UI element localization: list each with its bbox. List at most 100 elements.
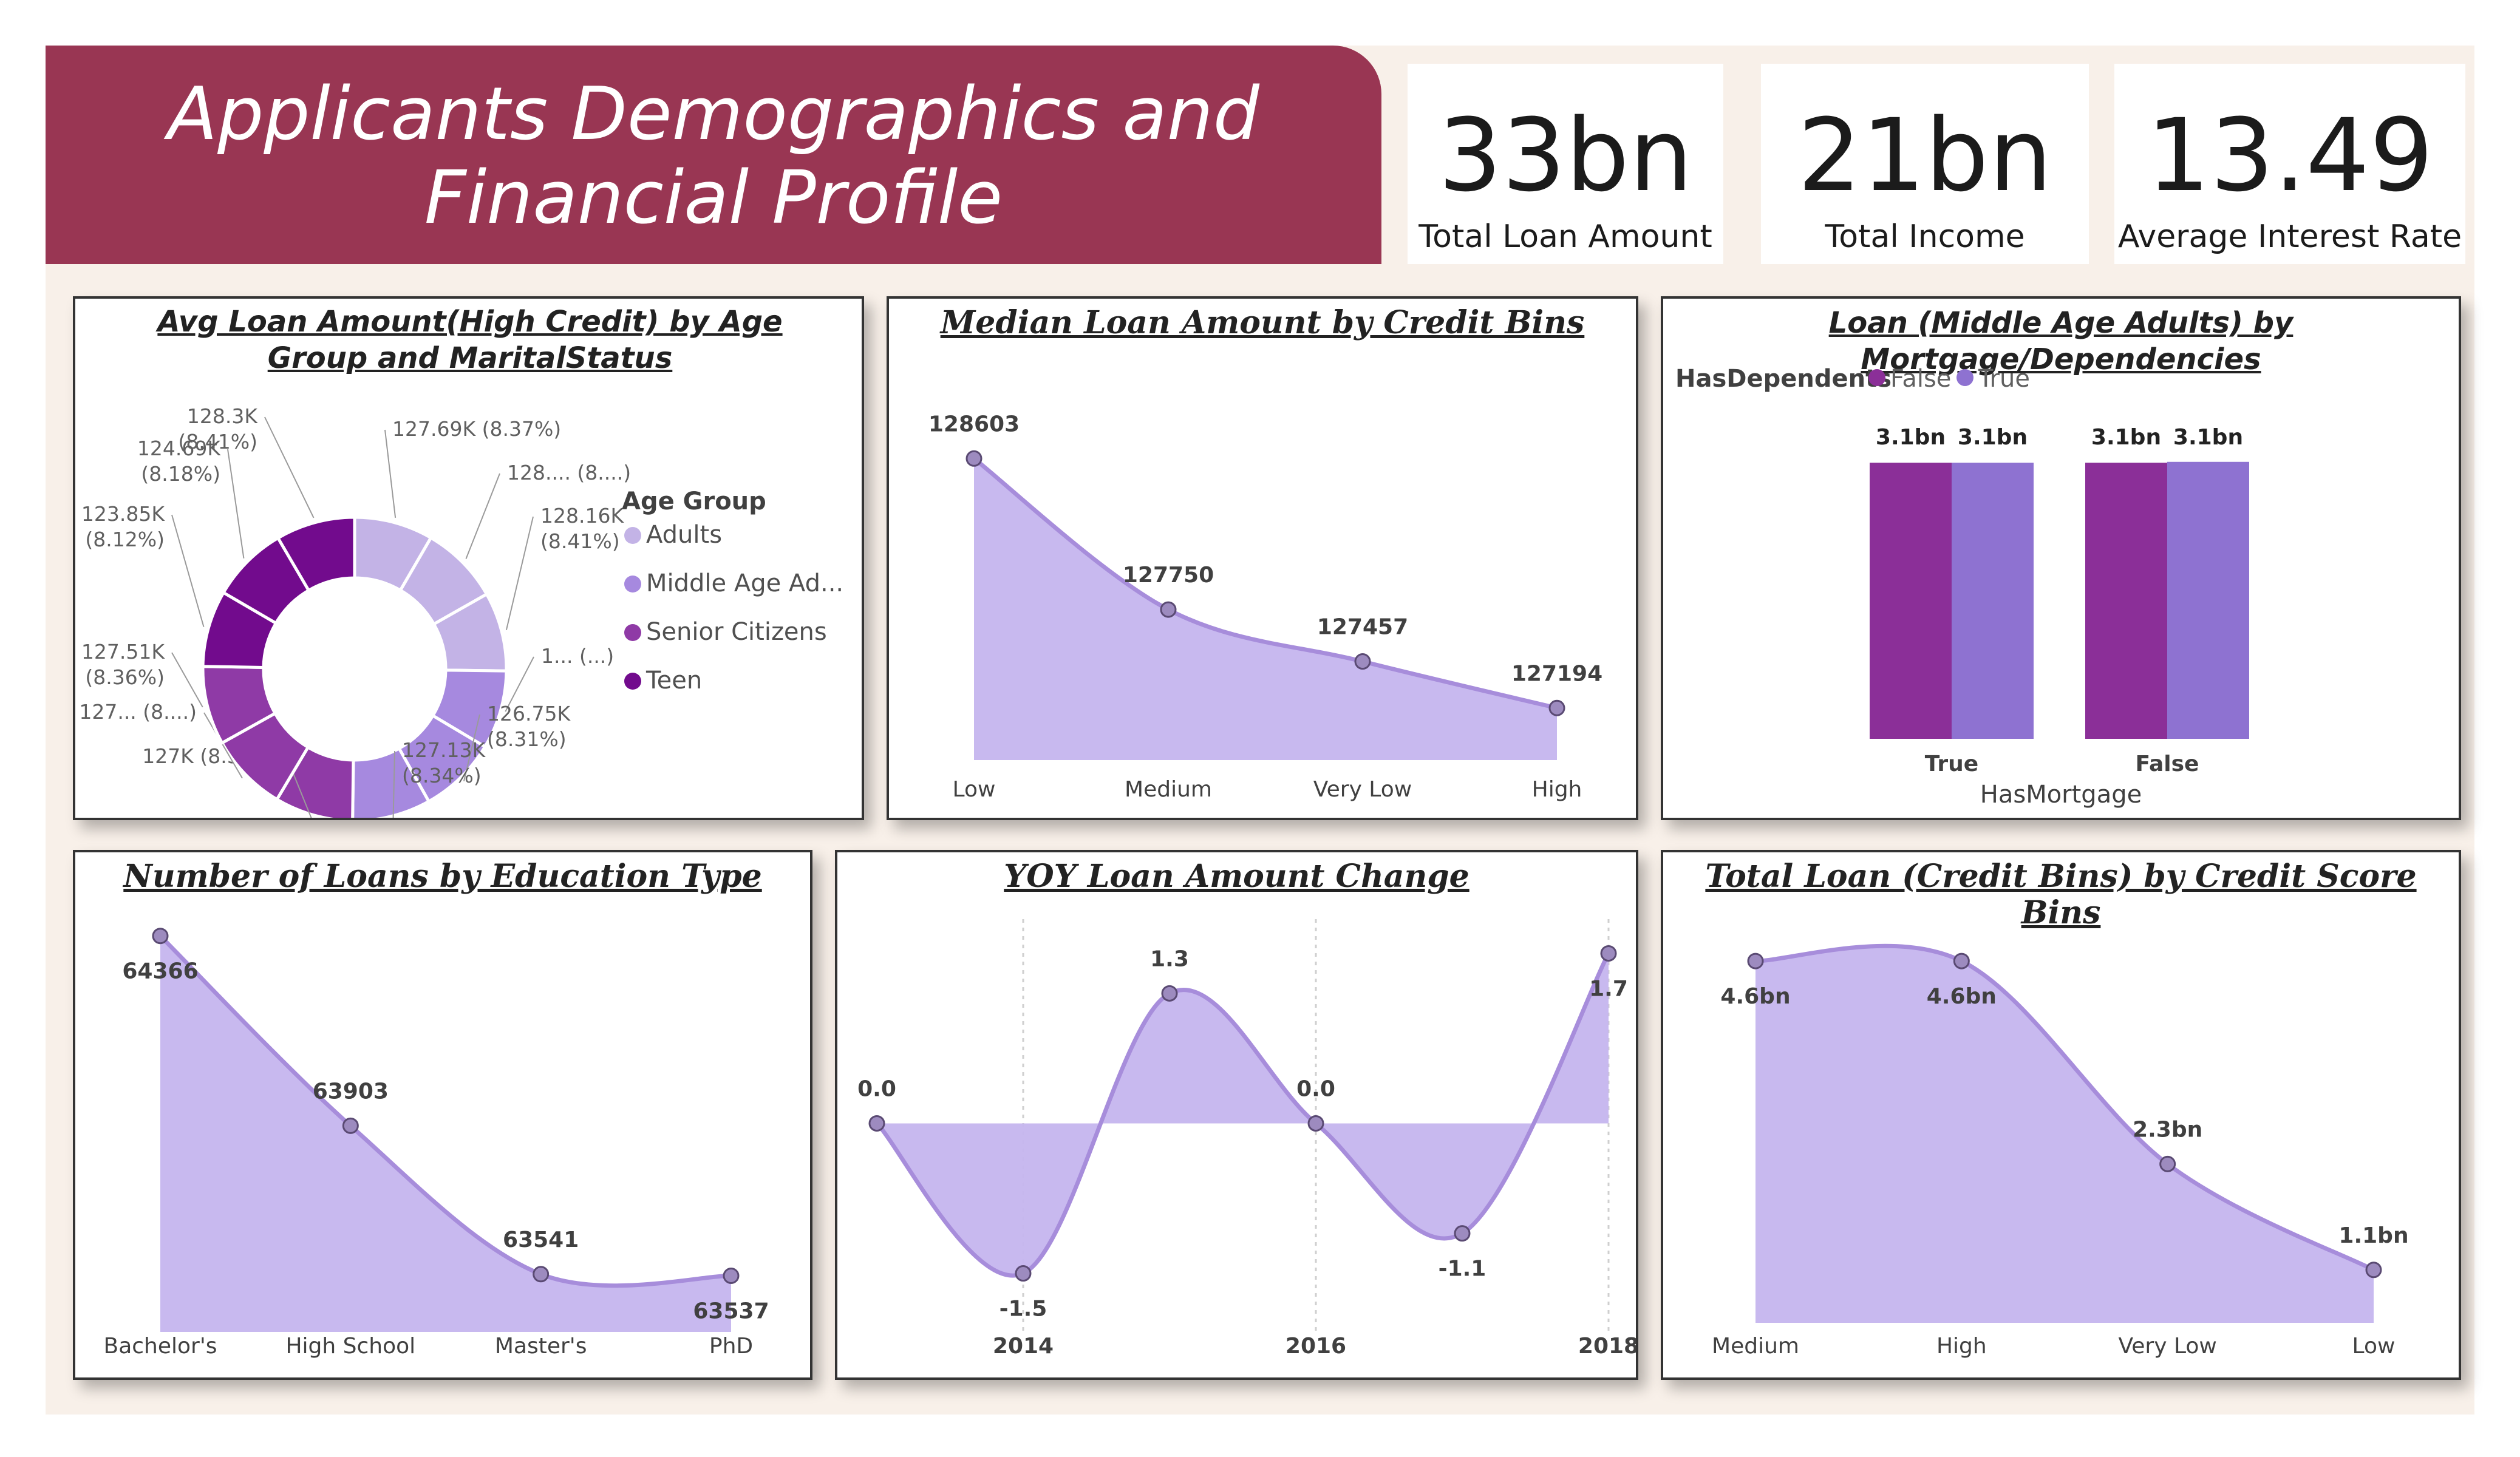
leader-line: [385, 430, 395, 518]
x-tick-label: Very Low: [1313, 777, 1412, 802]
x-tick-label: False: [2136, 752, 2199, 776]
data-point: [967, 451, 981, 466]
data-label: 4.6bn: [1927, 984, 1997, 1009]
slice-label: 123.85K: [81, 502, 165, 526]
leader-line: [172, 515, 204, 627]
x-tick-label: High: [1532, 777, 1582, 802]
x-tick-label: 2014: [993, 1334, 1054, 1359]
data-label: -1.5: [999, 1297, 1047, 1322]
data-point: [1748, 954, 1763, 968]
slice-label-percent: (8.12%): [85, 528, 165, 551]
data-point: [1161, 602, 1176, 617]
bar-chart-mortgage: HasDependentsFalse True3.1bn 3.1bnTrue3.1b…: [1663, 299, 2459, 818]
panel-loan-by-mortgage-dependencies[interactable]: Loan (Middle Age Adults) by Mortgage/Dep…: [1661, 296, 2461, 820]
legend-marker: [1868, 369, 1885, 386]
data-point: [1550, 701, 1564, 715]
x-tick-label: 2016: [1286, 1334, 1346, 1359]
kpi-card-total-loan-amount[interactable]: 33bn Total Loan Amount: [1408, 64, 1723, 264]
kpi-value: 13.49: [2114, 97, 2465, 214]
donut-chart: 127.69K (8.37%)128.... (8....)128.16K(8.…: [75, 299, 862, 818]
legend-label: True: [1978, 365, 2030, 393]
legend-label: False: [1890, 365, 1951, 393]
panel-avg-loan-by-age-group[interactable]: Avg Loan Amount(High Credit) by Age Grou…: [73, 296, 864, 820]
area-chart-yoy: 2014 2016 2018 0.0 -1.5 1.3 0.0 -1.1 1.7: [837, 852, 1636, 1377]
x-tick-label: True: [1925, 752, 1978, 776]
area-chart-education: 64366 63903 63541 63537 Bachelor's High Schoo…: [75, 852, 810, 1377]
data-label: 3.1bn: [1958, 425, 2028, 450]
data-label: 1.7: [1589, 976, 1628, 1001]
data-label: 128603: [928, 412, 1020, 436]
legend-label: Senior Citizens: [646, 618, 827, 646]
legend-marker: [1956, 369, 1973, 386]
page-title-line-1: Applicants Demographics and: [73, 73, 1354, 157]
x-tick-label: Very Low: [2118, 1334, 2216, 1359]
slice-label-percent: (8.34%): [402, 764, 482, 787]
slice-label-percent: (8.41%): [178, 430, 257, 453]
data-label: 3.1bn: [1876, 425, 1946, 450]
data-label: 127194: [1511, 661, 1602, 686]
data-point: [534, 1267, 548, 1282]
data-label: 0.0: [1296, 1076, 1335, 1101]
data-label: 127457: [1317, 615, 1408, 640]
kpi-label: Total Loan Amount: [1408, 219, 1723, 255]
slice-label-percent: (8.18%): [141, 462, 220, 486]
kpi-value: 21bn: [1761, 97, 2089, 214]
kpi-card-total-income[interactable]: 21bn Total Income: [1761, 64, 2089, 264]
slice-label-percent: (8.36%): [85, 665, 165, 689]
slice-label: 128.16K: [540, 504, 624, 528]
legend-title: Age Group: [622, 487, 766, 515]
data-label: 2.3bn: [2133, 1117, 2202, 1142]
legend-marker: [624, 673, 641, 690]
panel-loans-by-education[interactable]: Number of Loans by Education Type 64366 6…: [73, 850, 812, 1380]
x-tick-label: High School: [285, 1334, 415, 1359]
bar: [2085, 463, 2167, 739]
leader-line: [265, 417, 314, 518]
slice-label: 127.13K: [402, 738, 486, 762]
slice-label: 128.... (8....): [507, 461, 631, 484]
area-fill: [160, 936, 731, 1332]
legend-marker: [624, 527, 641, 544]
data-label: 1.3: [1150, 946, 1189, 971]
legend-label: Teen: [645, 667, 702, 695]
slice-label-percent: (8.31%): [487, 727, 567, 751]
data-point: [870, 1116, 884, 1130]
legend-marker: [624, 624, 641, 641]
slice-label: 126.75K: [487, 702, 571, 725]
data-label: 64366: [122, 959, 198, 984]
area-chart-median-loan: 128603127750127457127194Low Medium Very Lo…: [889, 299, 1636, 818]
panel-median-loan-by-credit-bins[interactable]: Median Loan Amount by Credit Bins 128603…: [887, 296, 1638, 820]
leader-line: [506, 517, 533, 630]
x-tick-label: 2018: [1578, 1334, 1636, 1359]
legend-marker: [624, 576, 641, 593]
data-point: [2161, 1156, 2175, 1171]
data-label: 0.0: [857, 1076, 896, 1101]
data-point: [1455, 1226, 1469, 1241]
data-point: [2366, 1263, 2381, 1277]
data-point: [1954, 954, 1969, 968]
kpi-card-average-interest-rate[interactable]: 13.49 Average Interest Rate: [2114, 64, 2465, 264]
area-fill: [1755, 946, 2374, 1323]
data-point: [1601, 946, 1616, 960]
x-tick-label: Medium: [1125, 777, 1212, 802]
data-label: 1.1bn: [2338, 1223, 2408, 1248]
data-point: [1355, 654, 1370, 669]
data-point: [1309, 1116, 1323, 1130]
leader-line: [228, 449, 243, 559]
page-title: Applicants Demographics and Financial Pr…: [73, 73, 1354, 240]
data-label: 3.1bn: [2173, 425, 2243, 450]
legend-title: HasDependents: [1675, 365, 1892, 393]
legend-label: Middle Age Ad...: [646, 569, 843, 597]
x-tick-label: High: [1936, 1334, 1987, 1359]
data-label: 63537: [693, 1299, 769, 1323]
data-point: [343, 1118, 358, 1133]
data-label: 63541: [503, 1228, 579, 1252]
data-point: [153, 929, 168, 943]
data-label: -1.1: [1439, 1257, 1486, 1282]
bar: [1870, 463, 1952, 739]
panel-total-loan-by-credit-score[interactable]: Total Loan (Credit Bins) by Credit Score…: [1661, 850, 2461, 1380]
panel-yoy-loan-change[interactable]: YOY Loan Amount Change 2014 2016 2018 0.0 -1…: [835, 850, 1638, 1380]
slice-label: 127... (8....): [79, 700, 197, 724]
slice-label-percent: (8.41%): [540, 529, 620, 553]
x-tick-label: PhD: [709, 1334, 753, 1359]
